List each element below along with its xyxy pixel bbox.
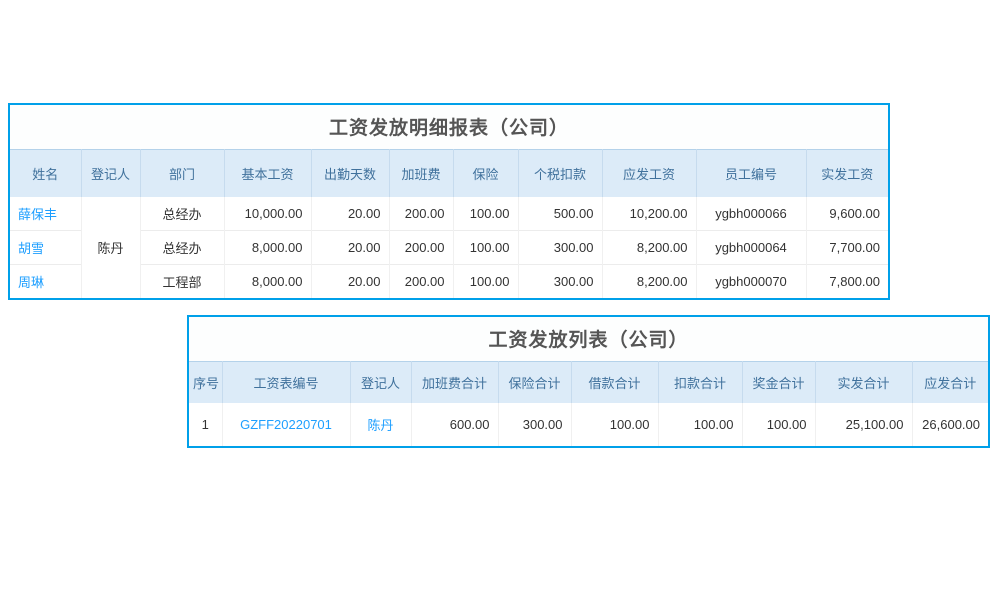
col-header-actual-total: 实发合计 bbox=[815, 361, 913, 403]
base-salary-cell: 10,000.00 bbox=[224, 197, 312, 231]
col-header-base-salary: 基本工资 bbox=[224, 149, 312, 197]
dept-cell: 总经办 bbox=[140, 230, 225, 265]
dept-cell: 工程部 bbox=[140, 264, 225, 298]
attendance-days-cell: 20.00 bbox=[311, 264, 390, 298]
col-header-registrar: 登记人 bbox=[81, 149, 141, 197]
salary-list-panel: 工资发放列表（公司） 序号 工资表编号 登记人 加班费合计 保险合计 借款合计 … bbox=[187, 315, 990, 448]
tax-deduction-cell: 300.00 bbox=[518, 230, 603, 265]
col-header-dept: 部门 bbox=[140, 149, 225, 197]
overtime-pay-cell: 200.00 bbox=[389, 264, 454, 298]
col-header-name: 姓名 bbox=[10, 149, 82, 197]
col-header-loan-total: 借款合计 bbox=[571, 361, 659, 403]
report-header-row: 姓名 登记人 部门 基本工资 出勤天数 加班费 保险 个税扣款 应发工资 员工编… bbox=[10, 149, 888, 197]
index-cell: 1 bbox=[189, 403, 223, 446]
overtime-pay-cell: 200.00 bbox=[389, 230, 454, 265]
col-header-actual-salary: 实发工资 bbox=[806, 149, 888, 197]
payable-salary-cell: 8,200.00 bbox=[602, 230, 697, 265]
sheet-id-link[interactable]: GZFF20220701 bbox=[222, 403, 351, 446]
attendance-days-cell: 20.00 bbox=[311, 197, 390, 231]
employee-name-link[interactable]: 周琳 bbox=[10, 264, 82, 298]
actual-total-cell: 25,100.00 bbox=[815, 403, 913, 446]
registrar-cell: 陈丹 bbox=[81, 197, 141, 298]
tax-deduction-cell: 500.00 bbox=[518, 197, 603, 231]
insurance-cell: 100.00 bbox=[453, 197, 519, 231]
insurance-cell: 100.00 bbox=[453, 264, 519, 298]
list-header-row: 序号 工资表编号 登记人 加班费合计 保险合计 借款合计 扣款合计 奖金合计 实… bbox=[189, 361, 988, 403]
col-header-bonus-total: 奖金合计 bbox=[742, 361, 816, 403]
col-header-payable-salary: 应发工资 bbox=[602, 149, 697, 197]
actual-salary-cell: 7,800.00 bbox=[806, 264, 888, 298]
actual-salary-cell: 7,700.00 bbox=[806, 230, 888, 265]
tax-deduction-cell: 300.00 bbox=[518, 264, 603, 298]
col-header-sheet-id: 工资表编号 bbox=[222, 361, 351, 403]
col-header-insurance-total: 保险合计 bbox=[498, 361, 572, 403]
salary-detail-report-title: 工资发放明细报表（公司） bbox=[10, 105, 888, 149]
col-header-attendance-days: 出勤天数 bbox=[311, 149, 390, 197]
employee-name-link[interactable]: 胡雪 bbox=[10, 230, 82, 265]
col-header-registrar: 登记人 bbox=[350, 361, 412, 403]
employee-id-cell: ygbh000070 bbox=[696, 264, 807, 298]
employee-name-link[interactable]: 薛保丰 bbox=[10, 197, 82, 231]
payable-salary-cell: 8,200.00 bbox=[602, 264, 697, 298]
dept-cell: 总经办 bbox=[140, 197, 225, 231]
table-row: 薛保丰 陈丹 总经办 10,000.00 20.00 200.00 100.00… bbox=[10, 197, 888, 298]
col-header-overtime-total: 加班费合计 bbox=[411, 361, 499, 403]
col-header-overtime-pay: 加班费 bbox=[389, 149, 454, 197]
table-row: 周琳 工程部 8,000.00 20.00 200.00 100.00 300.… bbox=[10, 264, 888, 298]
attendance-days-cell: 20.00 bbox=[311, 230, 390, 265]
bonus-total-cell: 100.00 bbox=[742, 403, 816, 446]
employee-id-cell: ygbh000066 bbox=[696, 197, 807, 231]
payable-total-cell: 26,600.00 bbox=[912, 403, 988, 446]
col-header-index: 序号 bbox=[189, 361, 223, 403]
salary-detail-report-panel: 工资发放明细报表（公司） 姓名 登记人 部门 基本工资 出勤天数 加班费 保险 … bbox=[8, 103, 890, 300]
deduction-total-cell: 100.00 bbox=[658, 403, 743, 446]
salary-list-table: 序号 工资表编号 登记人 加班费合计 保险合计 借款合计 扣款合计 奖金合计 实… bbox=[189, 361, 988, 446]
salary-list-title: 工资发放列表（公司） bbox=[189, 317, 988, 361]
col-header-tax-deduction: 个税扣款 bbox=[518, 149, 603, 197]
col-header-payable-total: 应发合计 bbox=[912, 361, 988, 403]
overtime-total-cell: 600.00 bbox=[411, 403, 499, 446]
payable-salary-cell: 10,200.00 bbox=[602, 197, 697, 231]
base-salary-cell: 8,000.00 bbox=[224, 230, 312, 265]
insurance-total-cell: 300.00 bbox=[498, 403, 572, 446]
table-row: 1 GZFF20220701 陈丹 600.00 300.00 100.00 1… bbox=[189, 403, 988, 446]
salary-detail-report-table: 姓名 登记人 部门 基本工资 出勤天数 加班费 保险 个税扣款 应发工资 员工编… bbox=[10, 149, 888, 298]
base-salary-cell: 8,000.00 bbox=[224, 264, 312, 298]
actual-salary-cell: 9,600.00 bbox=[806, 197, 888, 231]
registrar-link[interactable]: 陈丹 bbox=[350, 403, 412, 446]
col-header-insurance: 保险 bbox=[453, 149, 519, 197]
col-header-employee-id: 员工编号 bbox=[696, 149, 807, 197]
insurance-cell: 100.00 bbox=[453, 230, 519, 265]
table-row: 胡雪 总经办 8,000.00 20.00 200.00 100.00 300.… bbox=[10, 230, 888, 265]
employee-id-cell: ygbh000064 bbox=[696, 230, 807, 265]
overtime-pay-cell: 200.00 bbox=[389, 197, 454, 231]
col-header-deduction-total: 扣款合计 bbox=[658, 361, 743, 403]
loan-total-cell: 100.00 bbox=[571, 403, 659, 446]
